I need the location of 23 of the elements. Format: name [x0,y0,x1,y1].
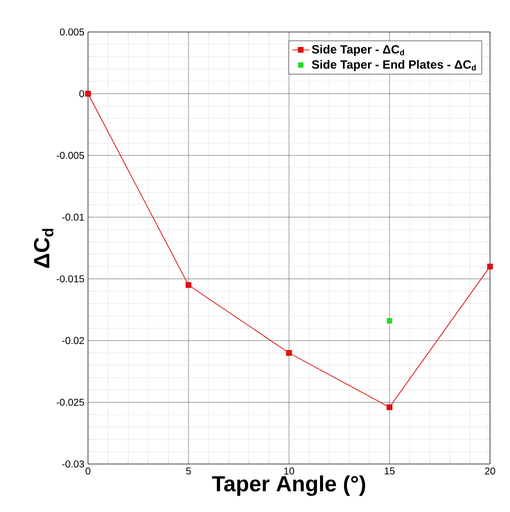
x-tick-label: 10 [284,468,294,475]
y-tick-label: -0.01 [62,214,84,221]
x-tick-label: 5 [186,468,191,474]
x-tick-label: 0 [86,468,90,475]
point [286,350,292,356]
point [487,264,493,270]
legend-label: Side Taper - ΔC$_{d}$ [312,44,404,56]
point [386,318,392,324]
x-tick-label: 15 [384,468,395,474]
point [186,282,192,288]
y-tick-label: -0.03 [62,460,84,468]
y-tick-label: -0.025 [56,398,84,406]
x-tick-label: 20 [484,468,496,475]
y-tick-label: 0 [79,90,84,98]
y-tick-label: 0.005 [60,28,84,36]
x-axis-title: Taper Angle (°) [212,475,366,496]
legend-label: Side Taper - End Plates - ΔC$_{d}$ [312,60,476,72]
y-tick-label: -0.015 [56,275,84,282]
y-tick-label: -0.02 [62,337,84,344]
point [386,404,392,410]
y-axis-title: ΔC$_{d}$ [34,228,54,268]
point [85,90,91,97]
y-tick-label: -0.005 [56,152,84,159]
